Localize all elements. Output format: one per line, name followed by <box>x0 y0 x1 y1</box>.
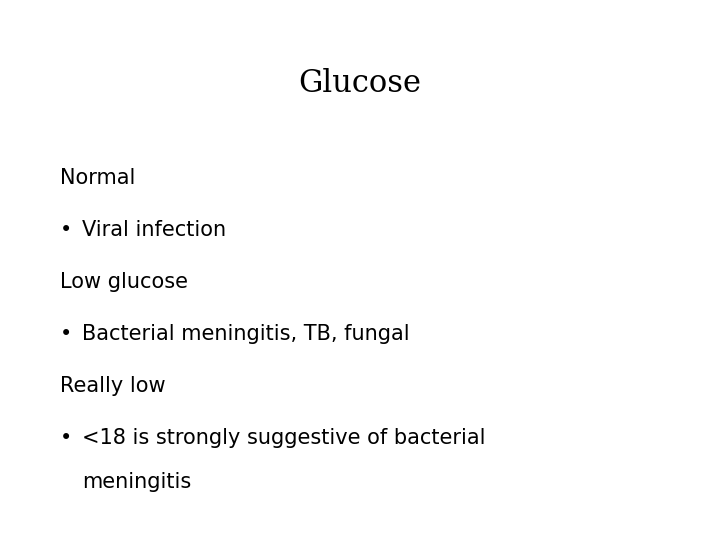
Text: meningitis: meningitis <box>82 472 192 492</box>
Text: •: • <box>60 428 72 448</box>
Text: Normal: Normal <box>60 168 135 188</box>
Text: <18 is strongly suggestive of bacterial: <18 is strongly suggestive of bacterial <box>82 428 485 448</box>
Text: Viral infection: Viral infection <box>82 220 226 240</box>
Text: Bacterial meningitis, TB, fungal: Bacterial meningitis, TB, fungal <box>82 324 410 344</box>
Text: •: • <box>60 220 72 240</box>
Text: Glucose: Glucose <box>299 68 421 99</box>
Text: Low glucose: Low glucose <box>60 272 188 292</box>
Text: •: • <box>60 324 72 344</box>
Text: Really low: Really low <box>60 376 166 396</box>
